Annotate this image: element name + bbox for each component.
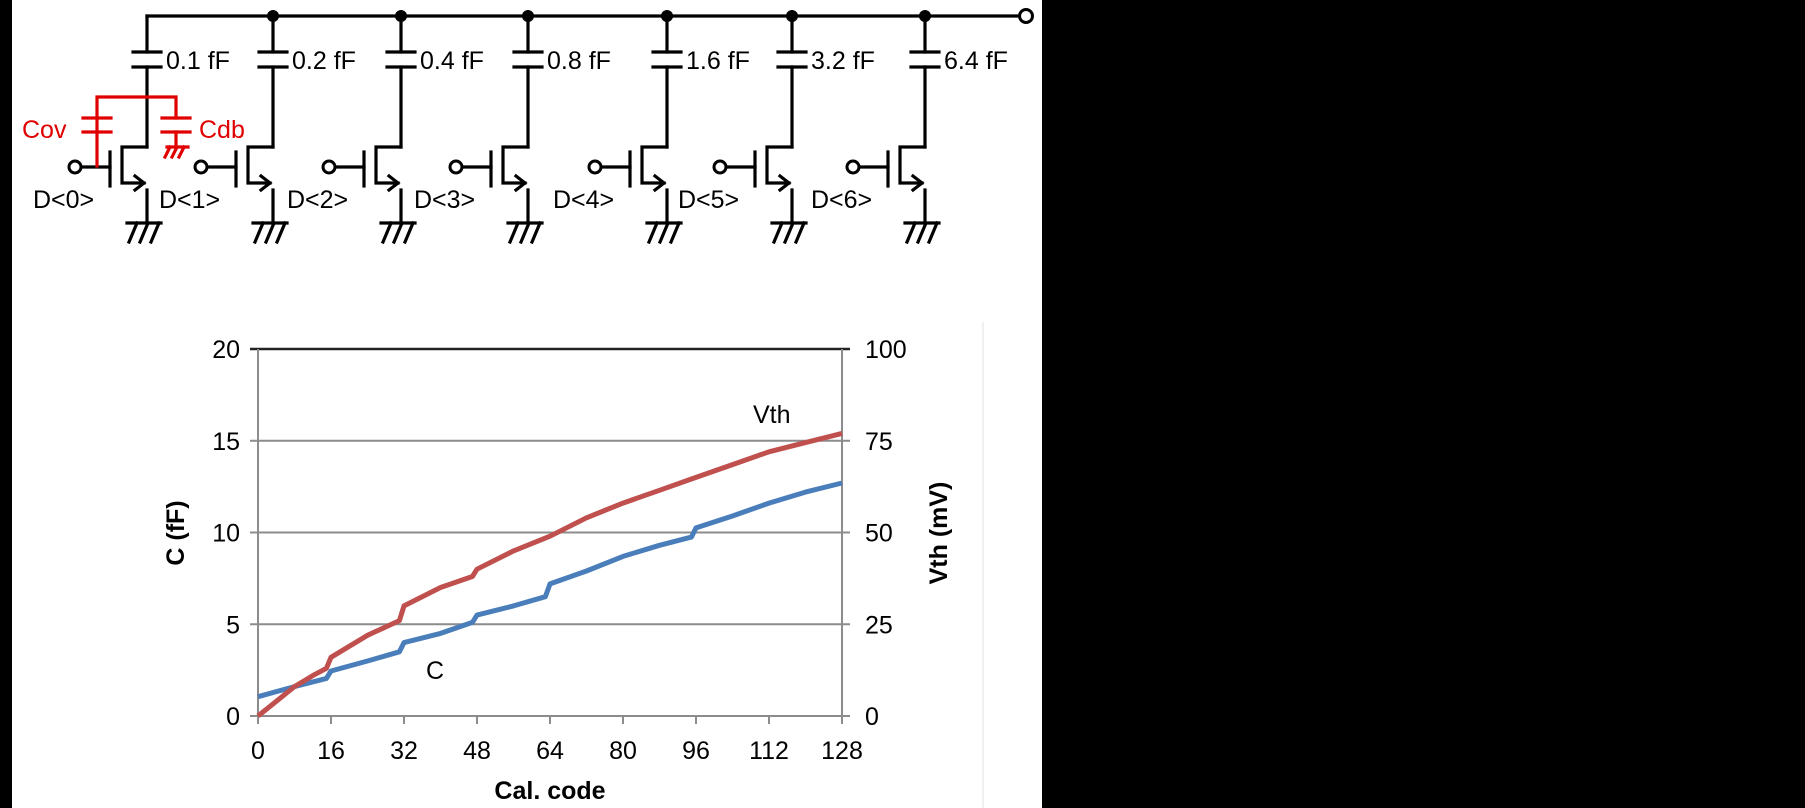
x-tick-label: 16 bbox=[317, 737, 345, 765]
left-tick-label: 0 bbox=[226, 703, 240, 731]
left-tick-label: 5 bbox=[226, 611, 240, 639]
gate-terminal-icon bbox=[845, 159, 861, 175]
x-axis-ticks: 0 16 32 48 64 80 96 112 128 bbox=[251, 716, 863, 765]
gate-signal-label: D<4> bbox=[553, 186, 614, 214]
capacitor-value-label: 0.8 fF bbox=[547, 47, 611, 75]
capacitor-value-label: 3.2 fF bbox=[811, 47, 875, 75]
nmos-transistor-icon bbox=[67, 145, 149, 225]
gate-terminal-icon bbox=[193, 159, 209, 175]
gate-signal-label: D<6> bbox=[811, 186, 872, 214]
nmos-transistor-icon bbox=[712, 145, 794, 225]
nmos-transistor-icon bbox=[321, 145, 403, 225]
left-tick-label: 15 bbox=[212, 428, 240, 456]
right-tick-label: 100 bbox=[865, 336, 907, 364]
cdb-label: Cdb bbox=[199, 116, 245, 144]
ground-icon bbox=[125, 220, 163, 245]
x-tick-label: 64 bbox=[536, 737, 564, 765]
right-tick-label: 0 bbox=[865, 703, 879, 731]
branch-1: 0.2 fF D<1> bbox=[159, 10, 356, 245]
nmos-transistor-icon bbox=[193, 145, 275, 225]
nmos-transistor-icon bbox=[587, 145, 669, 225]
series-vth-line bbox=[256, 430, 843, 718]
gate-signal-label: D<5> bbox=[678, 186, 739, 214]
series-c-line bbox=[257, 480, 843, 700]
gate-terminal-icon bbox=[448, 159, 464, 175]
capacitor-value-label: 0.2 fF bbox=[292, 47, 356, 75]
cdb-ground-icon bbox=[162, 144, 190, 160]
ground-icon bbox=[645, 220, 683, 245]
branch-3: 0.8 fF D<3> bbox=[414, 10, 611, 245]
right-tick-label: 50 bbox=[865, 520, 893, 548]
nmos-transistor-icon bbox=[448, 145, 530, 225]
branch-6: 6.4 fF D<6> bbox=[811, 10, 1008, 245]
capacitor-value-label: 1.6 fF bbox=[686, 47, 750, 75]
ground-icon bbox=[379, 220, 417, 245]
branch-4: 1.6 fF D<4> bbox=[553, 10, 750, 245]
gate-terminal-icon bbox=[67, 159, 83, 175]
gate-signal-label: D<0> bbox=[33, 186, 94, 214]
x-tick-label: 128 bbox=[821, 737, 863, 765]
branch-0: 0.1 fF D<0> bbox=[33, 14, 230, 245]
x-tick-label: 32 bbox=[390, 737, 418, 765]
right-tick-label: 25 bbox=[865, 611, 893, 639]
ground-icon bbox=[251, 220, 289, 245]
right-tick-label: 75 bbox=[865, 428, 893, 456]
ground-icon bbox=[506, 220, 544, 245]
ground-icon bbox=[903, 220, 941, 245]
ground-icon bbox=[770, 220, 808, 245]
figure-svg: 0.1 fF D<0> 0.2 fF D<1> 0.4 fF D<2> 0.8 fF D<3>… bbox=[22, 8, 1034, 808]
output-terminal-icon bbox=[1018, 8, 1034, 24]
x-axis-title: Cal. code bbox=[494, 777, 605, 805]
capacitor-array-schematic: 0.1 fF D<0> 0.2 fF D<1> 0.4 fF D<2> 0.8 fF D<3>… bbox=[22, 8, 1034, 245]
right-axis-ticks: 0 25 50 75 100 bbox=[865, 336, 907, 731]
x-tick-label: 112 bbox=[749, 737, 789, 765]
left-axis-title: C (fF) bbox=[162, 500, 190, 565]
capacitor-value-label: 6.4 fF bbox=[944, 47, 1008, 75]
figure-canvas: 0.1 fF D<0> 0.2 fF D<1> 0.4 fF D<2> 0.8 fF D<3>… bbox=[12, 0, 1042, 808]
branch-5: 3.2 fF D<5> bbox=[678, 10, 875, 245]
capacitor-value-label: 0.4 fF bbox=[420, 47, 484, 75]
capacitor-value-label: 0.1 fF bbox=[166, 47, 230, 75]
right-axis-title: Vth (mV) bbox=[925, 482, 953, 585]
gate-terminal-icon bbox=[712, 159, 728, 175]
left-tick-label: 20 bbox=[212, 336, 240, 364]
left-tick-label: 10 bbox=[212, 520, 240, 548]
cov-label: Cov bbox=[22, 116, 67, 144]
gate-signal-label: D<3> bbox=[414, 186, 475, 214]
x-tick-label: 80 bbox=[609, 737, 637, 765]
vth-annotation: Vth bbox=[753, 401, 791, 429]
left-axis-ticks: 0 5 10 15 20 bbox=[212, 336, 240, 731]
gate-signal-label: D<2> bbox=[287, 186, 348, 214]
x-tick-label: 96 bbox=[682, 737, 710, 765]
x-tick-label: 0 bbox=[251, 737, 265, 765]
gate-terminal-icon bbox=[587, 159, 603, 175]
x-tick-label: 48 bbox=[463, 737, 491, 765]
c-annotation: C bbox=[426, 657, 444, 685]
parasitic-caps: Cov Cdb bbox=[22, 95, 245, 168]
gate-terminal-icon bbox=[321, 159, 337, 175]
gridlines bbox=[250, 347, 850, 724]
branch-2: 0.4 fF D<2> bbox=[287, 10, 484, 245]
parasitic-bus-wire bbox=[95, 95, 178, 134]
gate-signal-label: D<1> bbox=[159, 186, 220, 214]
nmos-transistor-icon bbox=[845, 145, 927, 225]
